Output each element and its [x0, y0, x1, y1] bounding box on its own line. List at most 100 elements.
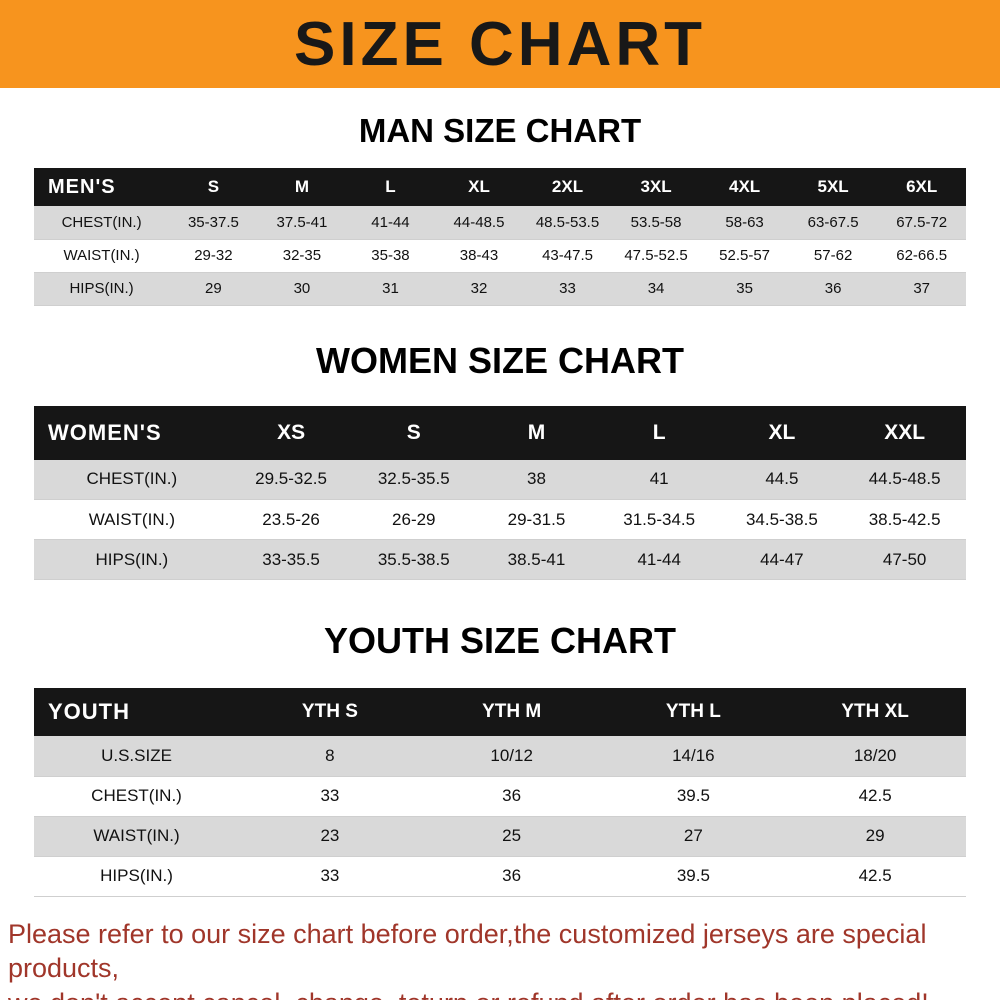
- youth-size-section: YOUTH SIZE CHART YOUTH YTH S YTH M YTH L YTH …: [0, 620, 1000, 897]
- measurement-value-cell: 62-66.5: [877, 239, 966, 273]
- measurement-value-cell: 58-63: [700, 206, 789, 240]
- men-header-row: MEN'S S M L XL 2XL 3XL 4XL 5XL 6XL: [34, 168, 966, 206]
- measurement-value-cell: 67.5-72: [877, 206, 966, 240]
- row-label-cell: U.S.SIZE: [34, 736, 240, 777]
- row-label-cell: HIPS(IN.): [34, 272, 170, 306]
- measurement-value-cell: 10/12: [420, 736, 603, 777]
- measurement-value-cell: 36: [420, 776, 603, 817]
- measurement-value-cell: 14/16: [602, 736, 785, 777]
- men-size-header-cell: 3XL: [611, 168, 701, 206]
- youth-size-header-cell: YTH L: [602, 688, 785, 736]
- row-label-cell: WAIST(IN.): [34, 816, 240, 857]
- youth-table-row: HIPS(IN.) 33 36 39.5 42.5: [34, 856, 966, 897]
- measurement-value-cell: 23.5-26: [229, 499, 353, 540]
- men-size-header-cell: XL: [434, 168, 524, 206]
- measurement-value-cell: 41: [597, 459, 721, 500]
- banner: SIZE CHART: [0, 0, 1000, 88]
- row-label-cell: CHEST(IN.): [34, 206, 170, 240]
- measurement-value-cell: 57-62: [788, 239, 878, 273]
- measurement-value-cell: 63-67.5: [788, 206, 878, 240]
- measurement-value-cell: 48.5-53.5: [523, 206, 612, 240]
- measurement-value-cell: 8: [239, 736, 421, 777]
- row-label-cell: HIPS(IN.): [34, 539, 230, 580]
- measurement-value-cell: 41-44: [597, 539, 721, 580]
- measurement-value-cell: 30: [257, 272, 347, 306]
- row-label-cell: WAIST(IN.): [34, 239, 170, 273]
- measurement-value-cell: 37.5-41: [257, 206, 347, 240]
- men-size-header-cell: 5XL: [788, 168, 878, 206]
- measurement-value-cell: 34: [611, 272, 701, 306]
- men-size-header-cell: S: [169, 168, 258, 206]
- youth-size-header-cell: YTH S: [239, 688, 421, 736]
- measurement-value-cell: 38-43: [434, 239, 524, 273]
- measurement-value-cell: 33: [239, 856, 421, 897]
- measurement-value-cell: 27: [602, 816, 785, 857]
- youth-size-header-cell: YTH XL: [784, 688, 966, 736]
- youth-section-heading: YOUTH SIZE CHART: [323, 620, 676, 661]
- measurement-value-cell: 35.5-38.5: [352, 539, 476, 580]
- row-label-cell: HIPS(IN.): [34, 856, 240, 897]
- men-table-title-cell: MEN'S: [34, 168, 170, 206]
- measurement-value-cell: 42.5: [784, 856, 966, 897]
- page-title: SIZE CHART: [294, 9, 706, 79]
- measurement-value-cell: 23: [239, 816, 421, 857]
- measurement-value-cell: 44-47: [720, 539, 844, 580]
- women-section-heading: WOMEN SIZE CHART: [316, 339, 684, 381]
- measurement-value-cell: 29: [784, 816, 966, 857]
- row-label-cell: WAIST(IN.): [34, 499, 230, 540]
- measurement-value-cell: 37: [877, 272, 966, 306]
- youth-table-row: CHEST(IN.) 33 36 39.5 42.5: [34, 776, 966, 817]
- disclaimer: Please refer to our size chart before or…: [8, 917, 992, 1000]
- measurement-value-cell: 39.5: [602, 776, 785, 817]
- measurement-value-cell: 42.5: [784, 776, 966, 817]
- measurement-value-cell: 38.5-42.5: [843, 499, 966, 540]
- measurement-value-cell: 32-35: [257, 239, 347, 273]
- women-size-header-cell: S: [352, 405, 476, 460]
- measurement-value-cell: 38: [475, 459, 598, 500]
- men-size-header-cell: 6XL: [877, 168, 966, 206]
- measurement-value-cell: 36: [788, 272, 878, 306]
- men-size-header-cell: 4XL: [700, 168, 789, 206]
- youth-table-row: U.S.SIZE 8 10/12 14/16 18/20: [34, 736, 966, 777]
- men-size-header-cell: 2XL: [523, 168, 612, 206]
- measurement-value-cell: 18/20: [784, 736, 966, 777]
- measurement-value-cell: 44.5-48.5: [843, 459, 966, 500]
- men-size-section: MAN SIZE CHART MEN'S S M L XL 2XL 3XL 4XL 5XL 6XL C…: [0, 112, 1000, 306]
- measurement-value-cell: 35-37.5: [169, 206, 258, 240]
- women-table-row: WAIST(IN.) 23.5-26 26-29 29-31.5 31.5-34.5 34…: [34, 499, 966, 540]
- measurement-value-cell: 38.5-41: [475, 539, 598, 580]
- measurement-value-cell: 33: [523, 272, 612, 306]
- measurement-value-cell: 31: [346, 272, 435, 306]
- measurement-value-cell: 29-31.5: [475, 499, 598, 540]
- measurement-value-cell: 31.5-34.5: [597, 499, 721, 540]
- measurement-value-cell: 39.5: [602, 856, 785, 897]
- men-section-heading: MAN SIZE CHART: [358, 112, 642, 149]
- women-header-row: WOMEN'S XS S M L XL XXL: [34, 405, 966, 460]
- disclaimer-line-1: Please refer to our size chart before or…: [8, 918, 927, 984]
- men-table-row: CHEST(IN.) 35-37.5 37.5-41 41-44 44-48.5 48.5…: [34, 206, 966, 240]
- row-label-cell: CHEST(IN.): [34, 776, 240, 817]
- disclaimer-line-2: we don't accept cancel, change, teturn o…: [8, 986, 992, 1000]
- measurement-value-cell: 26-29: [352, 499, 476, 540]
- measurement-value-cell: 44-48.5: [434, 206, 524, 240]
- women-size-header-cell: XS: [229, 405, 353, 460]
- women-size-header-cell: M: [475, 405, 598, 460]
- measurement-value-cell: 32.5-35.5: [352, 459, 476, 500]
- measurement-value-cell: 29-32: [169, 239, 258, 273]
- women-size-section: WOMEN SIZE CHART WOMEN'S XS S M L XL XXL CHEST(I…: [0, 339, 1000, 580]
- women-table-row: CHEST(IN.) 29.5-32.5 32.5-35.5 38 41 44.5 44.5…: [34, 459, 966, 500]
- men-size-header-cell: M: [257, 168, 347, 206]
- measurement-value-cell: 33-35.5: [229, 539, 353, 580]
- measurement-value-cell: 32: [434, 272, 524, 306]
- row-label-cell: CHEST(IN.): [34, 459, 230, 500]
- measurement-value-cell: 44.5: [720, 459, 844, 500]
- women-table-row: HIPS(IN.) 33-35.5 35.5-38.5 38.5-41 41-44 44-…: [34, 539, 966, 580]
- youth-size-table: YOUTH YTH S YTH M YTH L YTH XL U.S.SIZE 8 10/12…: [34, 688, 966, 897]
- measurement-value-cell: 47-50: [843, 539, 966, 580]
- measurement-value-cell: 25: [420, 816, 603, 857]
- women-size-header-cell: XL: [720, 405, 844, 460]
- women-table-title-cell: WOMEN'S: [34, 405, 230, 460]
- youth-size-header-cell: YTH M: [420, 688, 603, 736]
- youth-table-row: WAIST(IN.) 23 25 27 29: [34, 816, 966, 857]
- measurement-value-cell: 43-47.5: [523, 239, 612, 273]
